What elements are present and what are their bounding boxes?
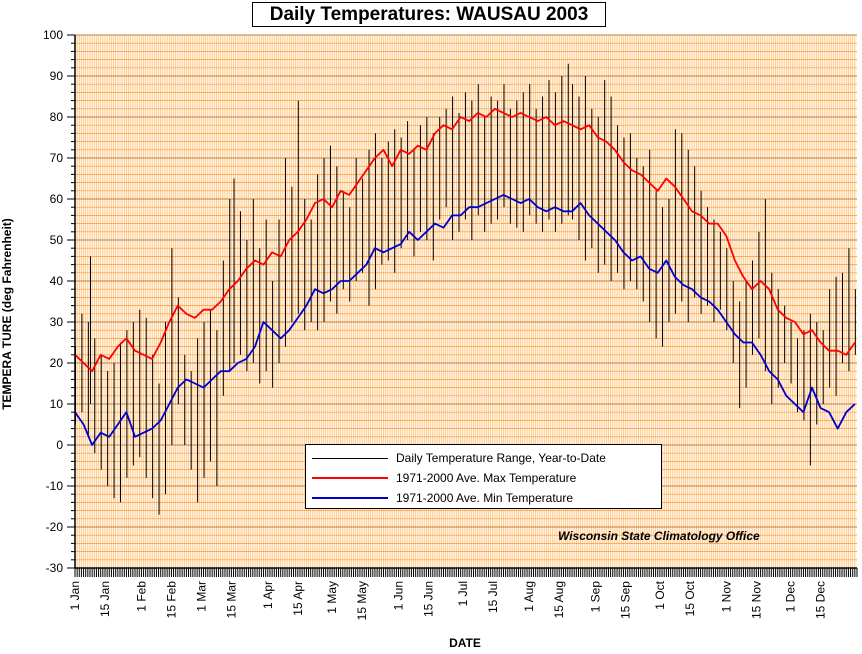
legend-swatch-range — [312, 457, 388, 459]
x-tick-label: 1 Jul — [456, 581, 470, 606]
legend-swatch-min — [312, 497, 388, 499]
x-tick-label: 15 Oct — [683, 580, 697, 616]
legend-item-range: Daily Temperature Range, Year-to-Date — [312, 448, 661, 468]
x-tick-label: 15 May — [355, 581, 369, 620]
legend-label-min: 1971-2000 Ave. Min Temperature — [396, 491, 574, 505]
y-tick-label: 60 — [50, 192, 64, 206]
legend-item-min: 1971-2000 Ave. Min Temperature — [312, 488, 661, 508]
x-tick-label: 1 Nov — [719, 581, 733, 612]
y-tick-label: -20 — [46, 520, 64, 534]
y-axis-label: TEMPERA TURE (deg Fahrenheit) — [0, 218, 14, 410]
y-tick-label: 20 — [50, 356, 64, 370]
y-tick-label: 40 — [50, 274, 64, 288]
x-tick-label: 1 Jun — [392, 581, 406, 610]
x-tick-label: 1 Oct — [653, 580, 667, 609]
legend-swatch-max — [312, 477, 388, 479]
legend-label-max: 1971-2000 Ave. Max Temperature — [396, 471, 577, 485]
legend: Daily Temperature Range, Year-to-Date 19… — [305, 444, 662, 509]
y-tick-label: -10 — [46, 479, 64, 493]
axes: -30 -20 -10 0 10 20 30 40 50 60 70 80 90 100 1 Jan 15 J… — [43, 28, 858, 620]
x-tick-label: 15 Jun — [422, 581, 436, 617]
series-line-avg-min — [74, 193, 856, 446]
y-tick-label: 80 — [50, 110, 64, 124]
y-tick-label: 100 — [43, 28, 63, 42]
average-lines — [74, 107, 856, 446]
x-tick-label: 15 Sep — [619, 581, 633, 619]
x-tick-label: 1 Sep — [589, 581, 603, 613]
x-tick-label: 15 Apr — [291, 581, 305, 616]
x-tick-label: 15 Jan — [98, 581, 112, 617]
y-tick-label: 70 — [50, 151, 64, 165]
x-tick-label: 15 Dec — [814, 581, 828, 619]
source-annotation: Wisconsin State Climatology Office — [558, 529, 760, 543]
x-tick-label: 1 May — [325, 581, 339, 614]
legend-label-range: Daily Temperature Range, Year-to-Date — [396, 451, 606, 465]
x-tick-label: 15 Jul — [486, 581, 500, 613]
x-tick-label: 1 Feb — [134, 581, 148, 612]
y-tick-label: 10 — [50, 397, 64, 411]
x-tick-label: 15 Aug — [552, 581, 566, 618]
series-line-avg-max — [74, 107, 856, 373]
y-tick-label: 90 — [50, 69, 64, 83]
x-axis-label: DATE — [449, 636, 481, 650]
y-tick-label: 30 — [50, 315, 64, 329]
y-tick-label: 0 — [56, 438, 63, 452]
x-tick-label: 1 Mar — [194, 581, 208, 612]
x-tick-label: 15 Mar — [224, 581, 238, 618]
x-tick-label: 15 Feb — [164, 581, 178, 619]
x-tick-label: 1 Aug — [522, 581, 536, 612]
y-tick-label: 50 — [50, 233, 64, 247]
x-tick-label: 1 Jan — [68, 581, 82, 610]
y-tick-label: -30 — [46, 561, 64, 575]
legend-item-max: 1971-2000 Ave. Max Temperature — [312, 468, 661, 488]
chart-title: Daily Temperatures: WAUSAU 2003 — [252, 2, 606, 27]
x-tick-label: 15 Nov — [749, 581, 763, 619]
x-tick-label: 1 Apr — [261, 581, 275, 609]
temperature-range-bars — [75, 63, 856, 515]
x-tick-label: 1 Dec — [784, 581, 798, 612]
